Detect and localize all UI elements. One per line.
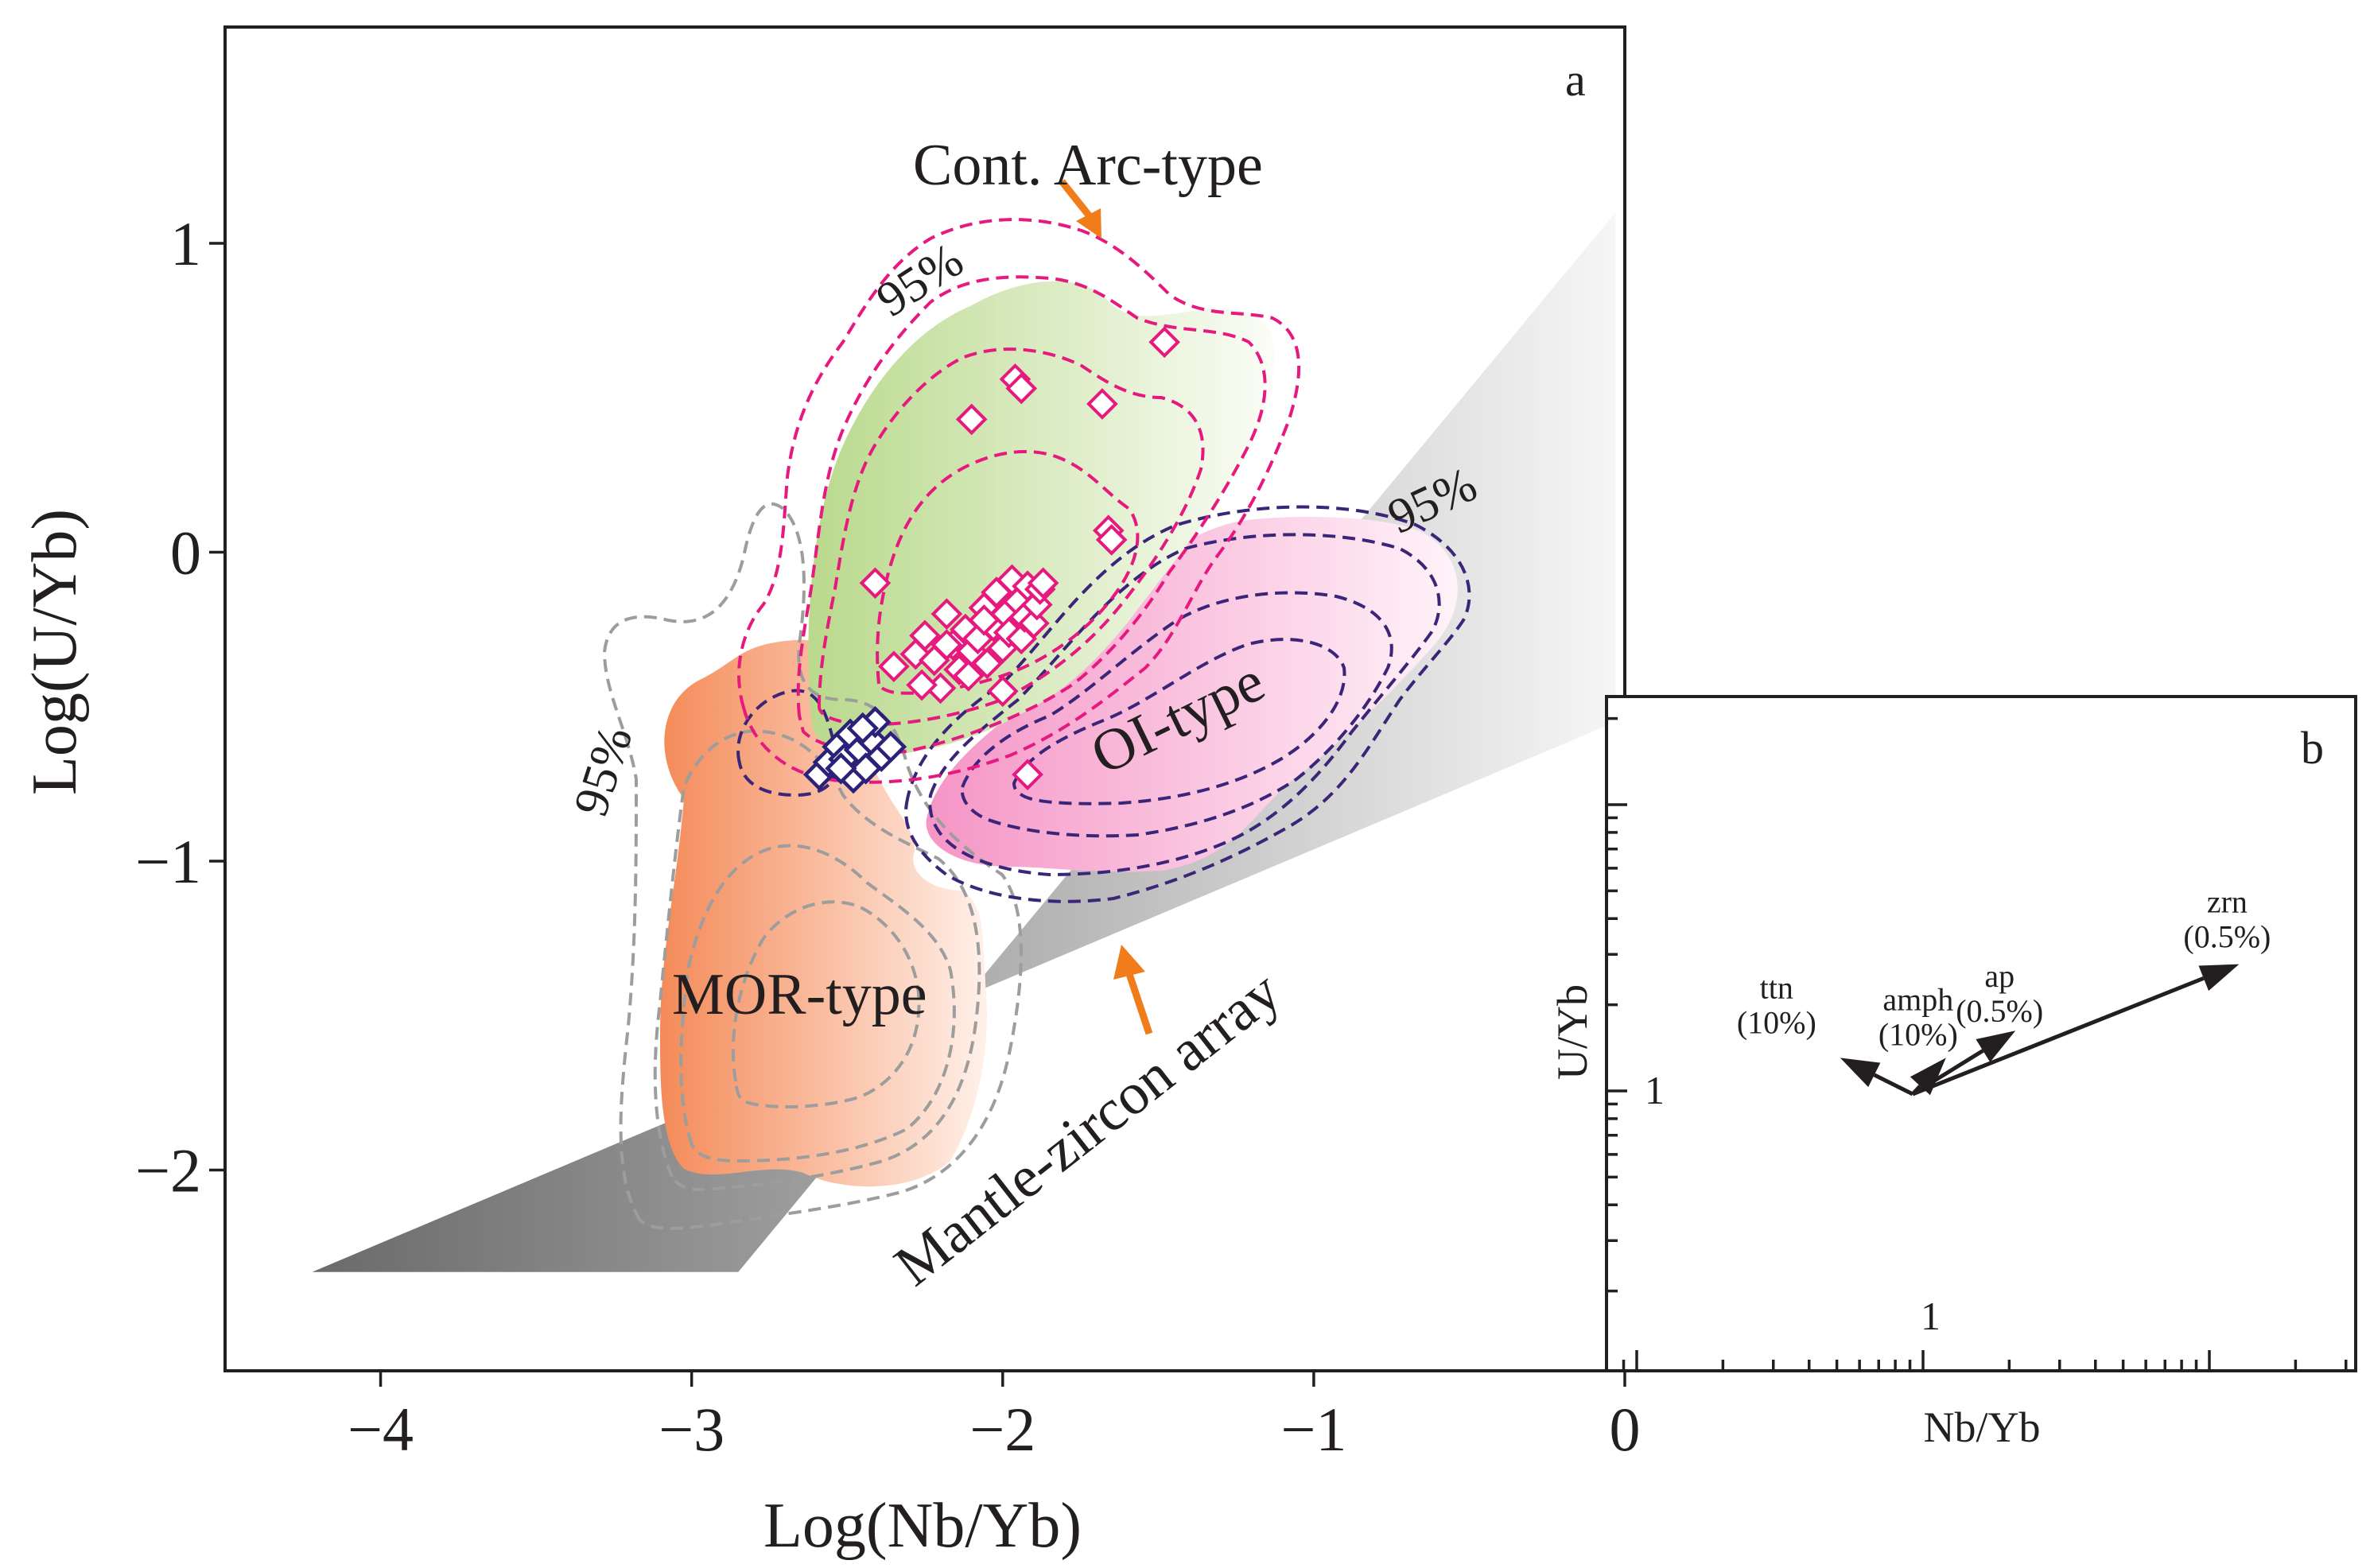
data-point-diamond	[968, 604, 1000, 636]
y-tick-label: −1	[135, 827, 201, 896]
ap-fraction-label: (0.5%)	[1956, 993, 2043, 1029]
data-point-diamond	[846, 712, 879, 745]
mor-contour-95	[602, 502, 1023, 1230]
data-point-diamond	[1095, 524, 1128, 556]
panel-a-ticks: −4 −3 −2 −1 0 −2 −1 0 1	[135, 209, 1641, 1464]
oi-contour-75	[928, 533, 1441, 877]
ap-vector	[1911, 1049, 1984, 1096]
arc-contour-50	[817, 347, 1205, 727]
zrn-fraction-label: (0.5%)	[2183, 919, 2271, 955]
data-point-diamond	[906, 669, 938, 701]
data-point-diamond	[1005, 372, 1038, 405]
amph-label: amph	[1882, 981, 1953, 1017]
arc-contour-95	[737, 218, 1301, 784]
mor-contour-25	[731, 900, 921, 1108]
panel-b-background	[1607, 697, 2356, 1371]
oi-contour-inner-left	[736, 689, 839, 798]
y-tick-label: 1	[170, 209, 201, 278]
arc-contour-75	[796, 275, 1267, 755]
data-point-diamond	[986, 675, 1019, 708]
cont-arc-type-label: Cont. Arc-type	[913, 133, 1263, 198]
amph-vector-arrowhead	[1910, 1058, 1946, 1096]
mor-contour-75	[653, 729, 981, 1192]
ttn-vector	[1873, 1073, 1914, 1096]
panel-b-y-tick-1: 1	[1645, 1068, 1665, 1112]
data-point-diamond	[1148, 326, 1180, 359]
panel-b-log-ticks	[1607, 716, 2348, 1371]
x-tick-label: 0	[1610, 1395, 1641, 1464]
panel-b-letter: b	[2301, 722, 2324, 774]
mantle-zircon-array-band	[312, 212, 1616, 1272]
y-tick-label: −2	[135, 1135, 201, 1205]
orange-arrow-mantle	[1113, 945, 1153, 1035]
mor-type-label: MOR-type	[672, 962, 927, 1027]
oi-contour-25	[1012, 638, 1346, 805]
data-point-diamond	[931, 598, 963, 630]
y-tick-label: 0	[170, 518, 201, 587]
x-tick-label: −4	[348, 1395, 414, 1464]
panel-a-y-axis-title: Log(U/Yb)	[20, 509, 90, 795]
ttn-label: ttn	[1760, 969, 1793, 1005]
data-point-diamond	[1027, 567, 1059, 600]
oi-contour-95	[904, 505, 1471, 903]
panel-b-frame	[1605, 695, 2357, 1372]
mor-95-percent-label: 95%	[564, 720, 643, 822]
panel-b-vectors: ttn(10%)amph(10%)ap(0.5%)zrn(0.5%)	[1737, 884, 2271, 1096]
panel-b: ttn(10%)amph(10%)ap(0.5%)zrn(0.5%) b 1 1…	[1548, 695, 2357, 1451]
data-point-diamond	[1086, 388, 1118, 420]
amph-fraction-label: (10%)	[1879, 1016, 1958, 1052]
oi-type-field	[926, 517, 1458, 872]
oi-contour-50	[960, 591, 1393, 838]
panel-b-y-axis-title: U/Yb	[1548, 984, 1596, 1080]
orange-arrow-arc	[1059, 179, 1101, 239]
panel-a-x-axis-title: Log(Nb/Yb)	[763, 1491, 1082, 1561]
data-point-diamond	[1012, 759, 1043, 791]
pink-diamond-series	[859, 326, 1180, 791]
panel-a-letter: a	[1565, 54, 1586, 106]
ap-label: ap	[1984, 958, 2014, 994]
zrn-label: zrn	[2207, 884, 2248, 920]
data-point-diamond	[878, 650, 910, 683]
panel-b-x-tick-1: 1	[1921, 1294, 1941, 1338]
panel-a: −4 −3 −2 −1 0−2−101 a Cont. Arc-type OI-type…	[20, 25, 1641, 1561]
panel-b-x-axis-title: Nb/Yb	[1924, 1403, 2041, 1451]
data-point-diamond	[909, 619, 941, 652]
data-point-diamond	[955, 403, 988, 436]
data-point-diamond	[859, 567, 892, 600]
data-point-diamond	[931, 629, 963, 661]
data-point-diamond	[971, 647, 1004, 680]
x-tick-label: −2	[969, 1395, 1035, 1464]
x-tick-label: −1	[1280, 1395, 1346, 1464]
ttn-fraction-label: (10%)	[1737, 1004, 1816, 1040]
data-point-diamond	[874, 731, 907, 763]
ap-vector-arrowhead	[1976, 1030, 2016, 1062]
zrn-vector	[1912, 976, 2205, 1096]
data-point-diamond	[952, 660, 985, 692]
zrn-vector-arrowhead	[2198, 964, 2240, 992]
mor-type-field	[660, 639, 987, 1187]
data-point-diamond	[825, 752, 857, 785]
ttn-vector-arrowhead	[1840, 1058, 1881, 1088]
navy-diamond-series	[802, 705, 907, 794]
x-tick-label: −3	[659, 1395, 725, 1464]
